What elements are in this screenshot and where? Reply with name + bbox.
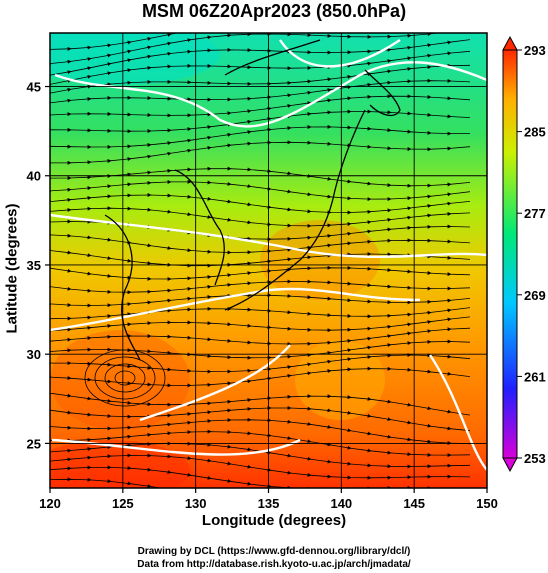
cool-patch	[295, 340, 385, 420]
map-title: MSM 06Z20Apr2023 (850.0hPa)	[141, 1, 407, 21]
korea-coast	[174, 169, 225, 286]
x-tick-label: 120	[39, 496, 61, 511]
y-axis-ticks: 25 30 35 40 45	[27, 80, 50, 451]
japan-coast	[224, 109, 366, 311]
x-tick-label: 140	[330, 496, 352, 511]
y-tick-label: 40	[27, 169, 41, 184]
y-tick-label: 25	[27, 436, 41, 451]
streamline	[50, 293, 471, 308]
colorbar-tick-label: 253	[524, 451, 546, 466]
colorbar-tick-label: 285	[524, 125, 546, 140]
y-tick-label: 35	[27, 258, 41, 273]
streamline	[50, 140, 471, 165]
x-axis-label: Longitude (degrees)	[201, 512, 347, 529]
vortex-circle	[114, 370, 136, 386]
y-tick-label: 45	[27, 80, 41, 95]
colorbar: 253 261 269 277 285 293	[502, 35, 546, 473]
isotherm-line	[279, 39, 401, 68]
isotherm-line	[54, 61, 487, 128]
colorbar-tick-label: 261	[524, 369, 546, 384]
isotherm-line	[429, 354, 487, 471]
streamline	[50, 316, 471, 333]
x-tick-label: 135	[258, 496, 280, 511]
colorbar-tick-label: 277	[524, 206, 546, 221]
streamline	[50, 366, 471, 388]
isotherm-line	[51, 438, 301, 456]
coastlines	[104, 39, 401, 361]
isotherms	[50, 39, 487, 471]
streamline	[50, 249, 471, 268]
x-axis-ticks: 120 125 130 135 140 145 150	[39, 488, 498, 511]
credit-drawing: Drawing by DCL (https://www.gfd-dennou.o…	[137, 546, 411, 557]
vortex-circle	[94, 356, 156, 400]
credit-data: Data from http://database.rish.kyoto-u.a…	[137, 559, 411, 570]
streamline	[50, 279, 471, 295]
streamline	[50, 390, 471, 416]
colorbar-ticks: 253 261 269 277 285 293	[517, 43, 546, 466]
warm-patch	[50, 440, 190, 488]
hokkaido-coast	[364, 69, 401, 117]
isotherm-line	[50, 213, 487, 259]
colorbar-tick-label: 293	[524, 43, 546, 58]
y-tick-label: 30	[27, 347, 41, 362]
streamline	[50, 306, 471, 321]
x-tick-label: 130	[185, 496, 207, 511]
lat-lon-grid	[50, 33, 487, 488]
vortex-circle	[104, 363, 146, 393]
colorbar-gradient	[502, 49, 518, 459]
colorbar-min-arrow	[502, 457, 518, 473]
x-tick-label: 150	[476, 496, 498, 511]
streamline	[50, 265, 471, 282]
x-tick-label: 125	[112, 496, 134, 511]
streamlines	[50, 33, 471, 488]
china-coast	[104, 214, 141, 361]
isotherm-line	[139, 344, 291, 422]
isotherm-line	[50, 287, 421, 332]
russia-coast	[224, 39, 321, 76]
vortex-circle	[84, 349, 166, 407]
x-tick-label: 145	[403, 496, 425, 511]
colorbar-max-arrow	[502, 35, 518, 51]
colorbar-tick-label: 269	[524, 288, 546, 303]
y-axis-label: Latitude (degrees)	[3, 203, 21, 334]
streamline	[50, 477, 452, 488]
